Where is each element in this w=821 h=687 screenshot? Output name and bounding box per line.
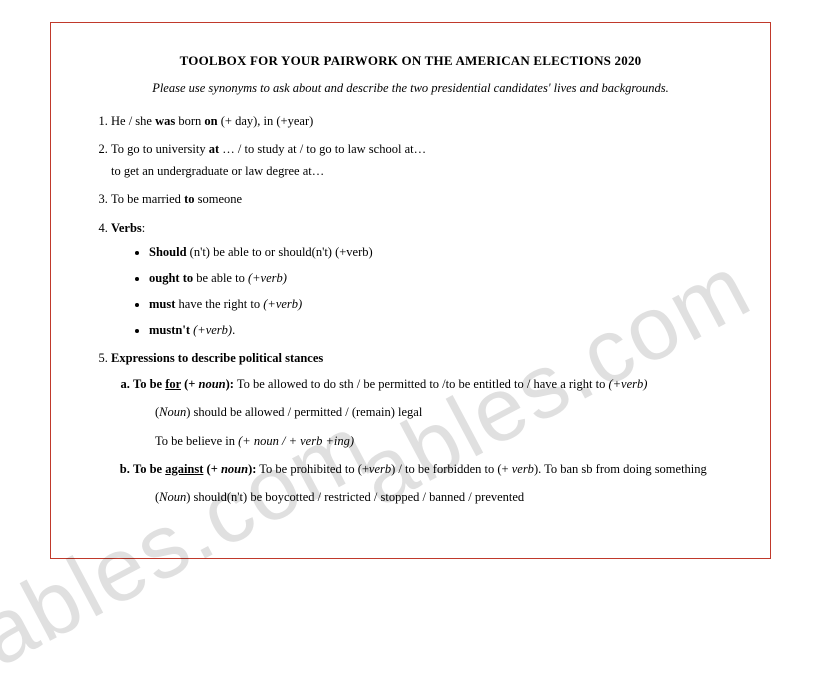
text: (+ day), in (+year) [218,114,314,128]
bold-text: ought to [149,271,193,285]
list-item: Verbs: Should (n't) be able to or should… [111,219,732,340]
bullet-item: mustn't (+verb). [149,321,732,339]
text: . [232,323,235,337]
text: born [175,114,204,128]
alpha-item: To be for (+ noun): To be allowed to do … [133,375,732,449]
text: ) should(n't) be boycotted / restricted … [186,490,524,504]
text: To be allowed to do sth / be permitted t… [234,377,609,391]
text: ) / to be forbidden to (+ [391,462,512,476]
text: To be [133,462,165,476]
text: He / she [111,114,155,128]
italic-text: (+verb) [263,297,302,311]
paragraph: (Noun) should be allowed / permitted / (… [155,403,732,421]
list-item: To go to university at … / to study at /… [111,140,732,180]
bold-text: must [149,297,175,311]
text: To be married [111,192,184,206]
bold-text: on [204,114,217,128]
page-subtitle: Please use synonyms to ask about and des… [89,81,732,96]
bold-text: at [209,142,219,156]
text: someone [194,192,242,206]
italic-text: (+ noun / + verb +ing) [238,434,354,448]
text: ) should be allowed / permitted / (remai… [186,405,422,419]
bullet-item: must have the right to (+verb) [149,295,732,313]
text: To be believe in [155,434,238,448]
underline-text: for [165,377,181,391]
page-title: TOOLBOX FOR YOUR PAIRWORK ON THE AMERICA… [89,53,732,69]
italic-text: (+verb) [248,271,287,285]
bold-text: to [184,192,194,206]
text: have the right to [175,297,263,311]
text: To go to university [111,142,209,156]
text: (+ [181,377,199,391]
italic-text: noun [221,462,248,476]
text: (+ [203,462,221,476]
text: To be [133,377,165,391]
text: be able to [193,271,248,285]
bold-text: Should [149,245,187,259]
list-item: Expressions to describe political stance… [111,349,732,506]
section-heading: Expressions to describe political stance… [111,351,323,365]
list-item: To be married to someone [111,190,732,208]
bold-text: was [155,114,175,128]
text: (n't) be able to or should(n't) (+verb) [187,245,373,259]
sub-text: to get an undergraduate or law degree at… [111,162,732,180]
main-list: He / she was born on (+ day), in (+year)… [89,112,732,506]
text: ). To ban sb from doing something [534,462,707,476]
underline-text: against [165,462,203,476]
alpha-item: To be against (+ noun): To be prohibited… [133,460,732,506]
alpha-list: To be for (+ noun): To be allowed to do … [111,375,732,506]
italic-text: verb [369,462,391,476]
list-item: He / she was born on (+ day), in (+year) [111,112,732,130]
paragraph: (Noun) should(n't) be boycotted / restri… [155,488,732,506]
bullet-list: Should (n't) be able to or should(n't) (… [111,243,732,340]
paragraph: To be believe in (+ noun / + verb +ing) [155,432,732,450]
italic-text: (+verb) [193,323,232,337]
section-heading: Verbs [111,221,142,235]
bold-text: mustn't [149,323,190,337]
document-frame: TOOLBOX FOR YOUR PAIRWORK ON THE AMERICA… [50,22,771,559]
italic-text: (+verb) [608,377,647,391]
text: ): [226,377,234,391]
italic-text: Noun [159,405,186,419]
bullet-item: Should (n't) be able to or should(n't) (… [149,243,732,261]
italic-text: Noun [159,490,186,504]
text: … / to study at / to go to law school at… [219,142,426,156]
italic-text: verb [512,462,534,476]
italic-text: noun [199,377,226,391]
bullet-item: ought to be able to (+verb) [149,269,732,287]
text: To be prohibited to (+ [256,462,369,476]
